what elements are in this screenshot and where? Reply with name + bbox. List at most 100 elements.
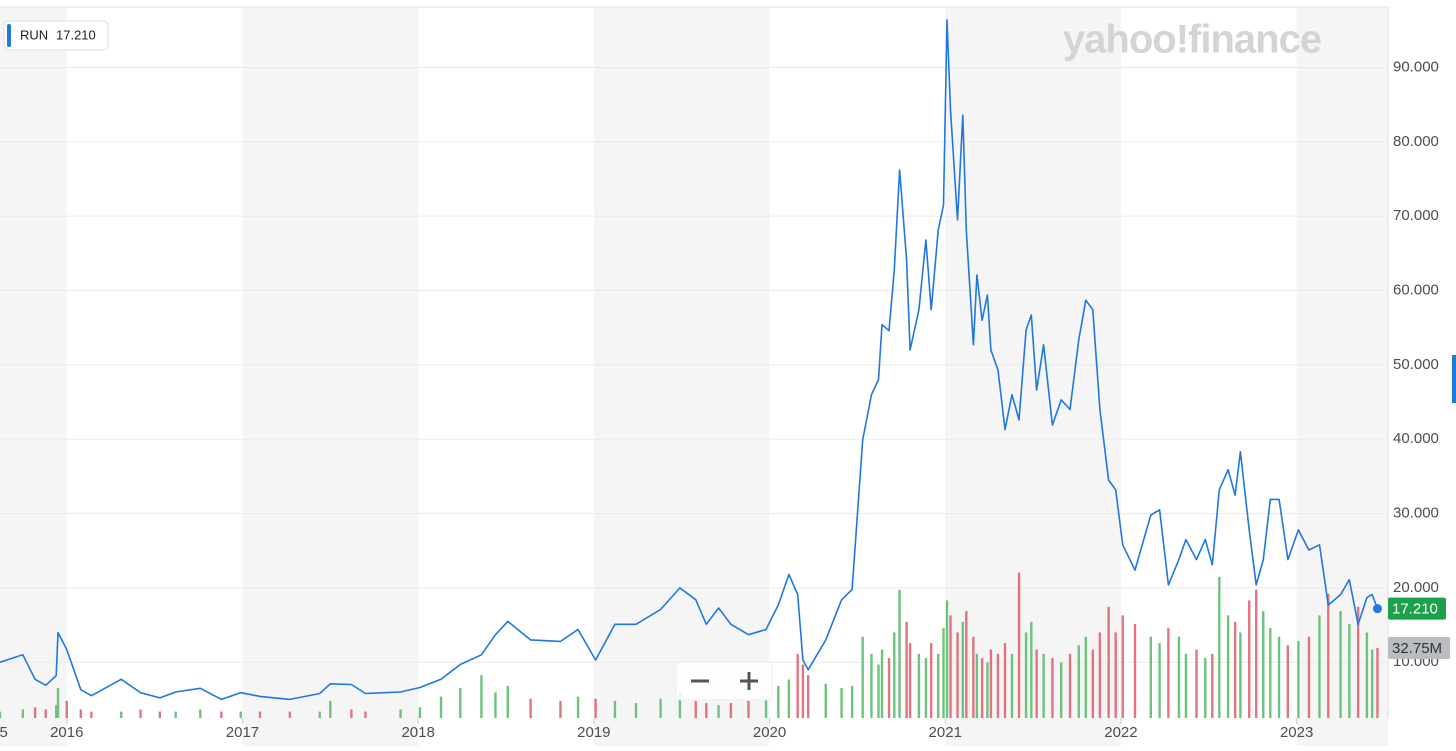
volume-bar	[1226, 615, 1230, 718]
x-tick-label: 2023	[1280, 724, 1313, 741]
year-band	[1296, 8, 1388, 746]
volume-bar	[972, 636, 975, 718]
volume-bar	[199, 709, 202, 718]
volume-bar	[1255, 589, 1258, 718]
volume-bar	[1277, 636, 1281, 718]
volume-bar	[1114, 632, 1117, 718]
zoom-box	[675, 661, 773, 701]
volume-bar	[1184, 653, 1188, 718]
price-tags: 17.210 32.75M	[1388, 597, 1450, 659]
volume-bar	[942, 628, 945, 718]
y-tick-label: 30.000	[1393, 505, 1439, 522]
volume-bar	[850, 685, 854, 718]
volume-bar	[1003, 643, 1007, 718]
volume-bar	[893, 632, 896, 718]
volume-bar	[965, 611, 968, 718]
volume-bar	[439, 696, 443, 718]
volume-bar	[961, 621, 965, 718]
volume-bar	[318, 711, 321, 718]
volume-bar	[898, 589, 901, 718]
volume-bar	[494, 692, 497, 718]
volume-bars	[0, 572, 1379, 718]
year-band	[0, 8, 67, 746]
volume-bar	[1149, 636, 1153, 718]
edge-marker	[1452, 355, 1456, 403]
volume-bar	[1068, 653, 1072, 718]
volume-bar	[1091, 649, 1095, 718]
volume-bar	[0, 711, 2, 718]
volume-bar	[801, 664, 805, 718]
volume-bar	[1318, 615, 1321, 718]
x-tick-label: 2022	[1104, 724, 1137, 741]
volume-bar	[79, 709, 83, 718]
volume-bar	[65, 700, 68, 718]
volume-bar	[594, 698, 597, 718]
volume-bar	[659, 698, 662, 718]
legend-value: 17.210	[56, 27, 96, 42]
volume-bar	[239, 711, 242, 718]
volume-bar	[1327, 593, 1330, 718]
volume-tag-label: 32.75M	[1392, 640, 1442, 657]
volume-bar	[1042, 653, 1045, 718]
volume-bar	[870, 653, 873, 718]
volume-bar	[1370, 649, 1374, 718]
volume-bar	[908, 643, 912, 718]
volume-bar	[924, 658, 928, 718]
volume-bar	[787, 679, 791, 718]
volume-bar	[1024, 632, 1028, 718]
volume-bar	[529, 698, 532, 718]
volume-bar	[418, 707, 422, 718]
volume-bar	[840, 688, 843, 718]
volume-tag	[1388, 636, 1450, 659]
x-tick-label: 2018	[401, 724, 434, 741]
grid	[0, 66, 1388, 724]
y-tick-label: 20.000	[1393, 579, 1439, 596]
volume-bar	[1195, 649, 1198, 718]
volume-bar	[1348, 623, 1351, 718]
volume-bar	[905, 621, 908, 718]
volume-bar	[1121, 615, 1124, 718]
volume-bar	[1262, 611, 1265, 718]
price-tag	[1388, 597, 1446, 620]
volume-bar	[1269, 628, 1272, 718]
volume-bar	[459, 688, 462, 718]
volume-bar	[996, 653, 1000, 718]
zoom-in-button[interactable]	[740, 672, 758, 690]
y-tick-label: 80.000	[1393, 133, 1439, 150]
volume-bar	[1339, 611, 1342, 718]
volume-bar	[796, 653, 799, 718]
volume-bar	[945, 600, 949, 718]
y-tick-label: 90.000	[1393, 58, 1439, 75]
volume-bar	[1248, 600, 1251, 718]
volume-bar	[1286, 645, 1290, 718]
volume-bar	[1098, 632, 1102, 718]
volume-bar	[1239, 632, 1242, 718]
last-point	[1372, 604, 1382, 614]
volume-bar	[559, 700, 562, 718]
volume-bar	[861, 636, 864, 718]
volume-bar	[1233, 621, 1237, 718]
volume-bar	[694, 700, 697, 718]
volume-bar	[975, 653, 979, 718]
volume-bar	[986, 662, 989, 718]
volume-bar	[33, 707, 37, 718]
volume-bar	[929, 643, 933, 718]
volume-bar	[55, 705, 58, 718]
legend: RUN 17.210	[3, 20, 109, 51]
volume-bar	[1211, 653, 1214, 718]
volume-bar	[1133, 623, 1137, 718]
volume-bar	[44, 709, 47, 718]
volume-bar	[1010, 653, 1014, 718]
volume-bar	[174, 711, 177, 718]
volume-bar	[1167, 628, 1170, 718]
volume-bar	[120, 711, 123, 718]
x-tick-label: 2020	[753, 724, 786, 741]
volume-bar	[364, 711, 367, 718]
price-tag-label: 17.210	[1392, 601, 1438, 618]
volume-bar	[717, 705, 720, 718]
volume-bar	[1204, 658, 1207, 718]
y-tick-label: 70.000	[1393, 207, 1439, 224]
volume-bar	[350, 709, 353, 718]
volume-bar	[956, 632, 959, 718]
